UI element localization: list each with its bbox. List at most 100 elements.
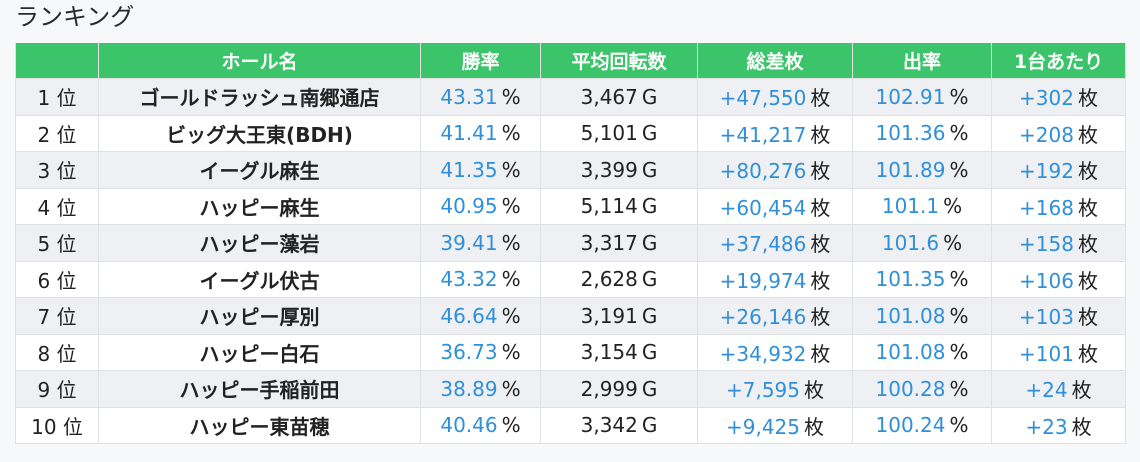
hall-name-cell[interactable]: ハッピー麻生	[98, 187, 421, 225]
total-diff-cell: +7,595 枚	[697, 370, 853, 408]
page-title: ランキング	[15, 3, 135, 31]
hall-name[interactable]: ハッピー白石	[199, 341, 320, 366]
table-row[interactable]: 6 位 イーグル伏古 43.32% 2,628 G +19,974 枚 101.35…	[15, 260, 1126, 298]
table-row[interactable]: 9 位 ハッピー手稲前田 38.89% 2,999 G +7,595 枚 100.2…	[15, 370, 1126, 408]
percent-unit: %	[949, 121, 969, 146]
coins-unit: 枚	[810, 232, 831, 257]
hall-name-cell[interactable]: イーグル伏古	[98, 260, 421, 298]
avg-spins-value: 3,399	[580, 157, 638, 182]
table-row[interactable]: 4 位 ハッピー麻生 40.95% 5,114 G +60,454 枚 101.1%…	[15, 187, 1126, 225]
rank-value: 10 位	[31, 414, 83, 439]
hall-name[interactable]: ゴールドラッシュ南郷通店	[139, 86, 380, 111]
percent-unit: %	[501, 194, 521, 219]
hall-name-cell[interactable]: ハッピー藻岩	[98, 224, 421, 262]
total-diff-cell: +47,550 枚	[697, 78, 853, 116]
hall-name-cell[interactable]: ハッピー手稲前田	[98, 370, 421, 408]
percent-unit: %	[949, 157, 969, 182]
hall-name[interactable]: ハッピー麻生	[199, 195, 320, 220]
win-rate-cell: 41.35%	[420, 151, 541, 189]
percent-unit: %	[949, 267, 969, 292]
games-unit: G	[641, 121, 658, 146]
percent-unit: %	[501, 157, 521, 182]
total-diff-cell: +37,486 枚	[697, 224, 853, 262]
coins-unit: 枚	[1077, 341, 1098, 366]
coins-unit: 枚	[810, 86, 831, 111]
rank-cell: 10 位	[15, 406, 99, 444]
table-row[interactable]: 1 位 ゴールドラッシュ南郷通店 43.31% 3,467 G +47,550 枚 …	[15, 78, 1126, 116]
avg-spins-value: 5,114	[580, 194, 638, 219]
win-rate-cell: 43.32%	[420, 260, 541, 298]
win-rate-value: 46.64	[440, 303, 498, 328]
win-rate-value: 41.35	[440, 157, 498, 182]
games-unit: G	[641, 157, 658, 182]
percent-unit: %	[949, 376, 969, 401]
avg-spins-value: 2,628	[580, 267, 638, 292]
total-diff-value: +19,974	[719, 268, 807, 293]
table-row[interactable]: 2 位 ビッグ大王東(BDH) 41.41% 5,101 G +41,217 枚 1…	[15, 114, 1126, 152]
hall-name-cell[interactable]: ビッグ大王東(BDH)	[98, 114, 421, 152]
per-unit-cell: +101 枚	[991, 333, 1126, 371]
avg-spins-cell: 3,191 G	[540, 297, 698, 335]
header-total-diff[interactable]: 総差枚	[697, 43, 853, 79]
hall-name-cell[interactable]: ハッピー東苗穂	[98, 406, 421, 444]
payout-rate-value: 102.91	[875, 84, 946, 109]
table-row[interactable]: 5 位 ハッピー藻岩 39.41% 3,317 G +37,486 枚 101.6%…	[15, 224, 1126, 262]
hall-name[interactable]: ビッグ大王東(BDH)	[166, 122, 353, 147]
coins-unit: 枚	[1077, 232, 1098, 257]
win-rate-cell: 38.89%	[420, 370, 541, 408]
total-diff-cell: +26,146 枚	[697, 297, 853, 335]
per-unit-cell: +208 枚	[991, 114, 1126, 152]
per-unit-cell: +192 枚	[991, 151, 1126, 189]
per-unit-value: +103	[1019, 305, 1074, 330]
header-win-rate[interactable]: 勝率	[420, 43, 541, 79]
payout-rate-cell: 101.89%	[852, 151, 992, 189]
coins-unit: 枚	[810, 341, 831, 366]
header-per-unit[interactable]: 1台あたり	[991, 43, 1126, 79]
payout-rate-cell: 100.24%	[852, 406, 992, 444]
hall-name[interactable]: ハッピー厚別	[199, 305, 320, 330]
percent-unit: %	[501, 267, 521, 292]
hall-name-cell[interactable]: ハッピー厚別	[98, 297, 421, 335]
coins-unit: 枚	[1077, 268, 1098, 293]
table-row[interactable]: 8 位 ハッピー白石 36.73% 3,154 G +34,932 枚 101.08…	[15, 333, 1126, 371]
rank-cell: 7 位	[15, 297, 99, 335]
rank-cell: 5 位	[15, 224, 99, 262]
per-unit-cell: +106 枚	[991, 260, 1126, 298]
hall-name[interactable]: イーグル麻生	[199, 159, 320, 184]
rank-cell: 3 位	[15, 151, 99, 189]
win-rate-value: 38.89	[440, 376, 498, 401]
header-payout-rate[interactable]: 出率	[852, 43, 992, 79]
coins-unit: 枚	[804, 378, 824, 403]
table-row[interactable]: 7 位 ハッピー厚別 46.64% 3,191 G +26,146 枚 101.08…	[15, 297, 1126, 335]
payout-rate-cell: 100.28%	[852, 370, 992, 408]
hall-name[interactable]: イーグル伏古	[199, 268, 320, 293]
header-hall-name[interactable]: ホール名	[98, 43, 421, 79]
avg-spins-value: 3,191	[580, 303, 638, 328]
rank-cell: 2 位	[15, 114, 99, 152]
per-unit-value: +158	[1019, 232, 1074, 257]
hall-name[interactable]: ハッピー東苗穂	[189, 414, 330, 439]
ranking-table: ホール名 勝率 平均回転数 総差枚 出率 1台あたり 1 位 ゴールドラッシュ南…	[15, 43, 1126, 444]
payout-rate-value: 101.08	[875, 303, 946, 328]
hall-name[interactable]: ハッピー藻岩	[199, 232, 320, 257]
payout-rate-value: 100.24	[875, 413, 946, 438]
coins-unit: 枚	[1077, 195, 1098, 220]
per-unit-cell: +23 枚	[991, 406, 1126, 444]
hall-name-cell[interactable]: ゴールドラッシュ南郷通店	[98, 78, 421, 116]
coins-unit: 枚	[810, 195, 831, 220]
header-avg-spins[interactable]: 平均回転数	[540, 43, 698, 79]
hall-name-cell[interactable]: ハッピー白石	[98, 333, 421, 371]
per-unit-value: +302	[1019, 86, 1074, 111]
total-diff-value: +9,425	[725, 414, 800, 439]
rank-value: 4 位	[37, 195, 77, 220]
percent-unit: %	[949, 84, 969, 109]
table-row[interactable]: 10 位 ハッピー東苗穂 40.46% 3,342 G +9,425 枚 100.2…	[15, 406, 1126, 444]
total-diff-cell: +19,974 枚	[697, 260, 853, 298]
hall-name[interactable]: ハッピー手稲前田	[179, 378, 340, 403]
total-diff-cell: +9,425 枚	[697, 406, 853, 444]
table-row[interactable]: 3 位 イーグル麻生 41.35% 3,399 G +80,276 枚 101.89…	[15, 151, 1126, 189]
avg-spins-value: 5,101	[580, 121, 638, 146]
win-rate-cell: 40.95%	[420, 187, 541, 225]
per-unit-cell: +103 枚	[991, 297, 1126, 335]
hall-name-cell[interactable]: イーグル麻生	[98, 151, 421, 189]
